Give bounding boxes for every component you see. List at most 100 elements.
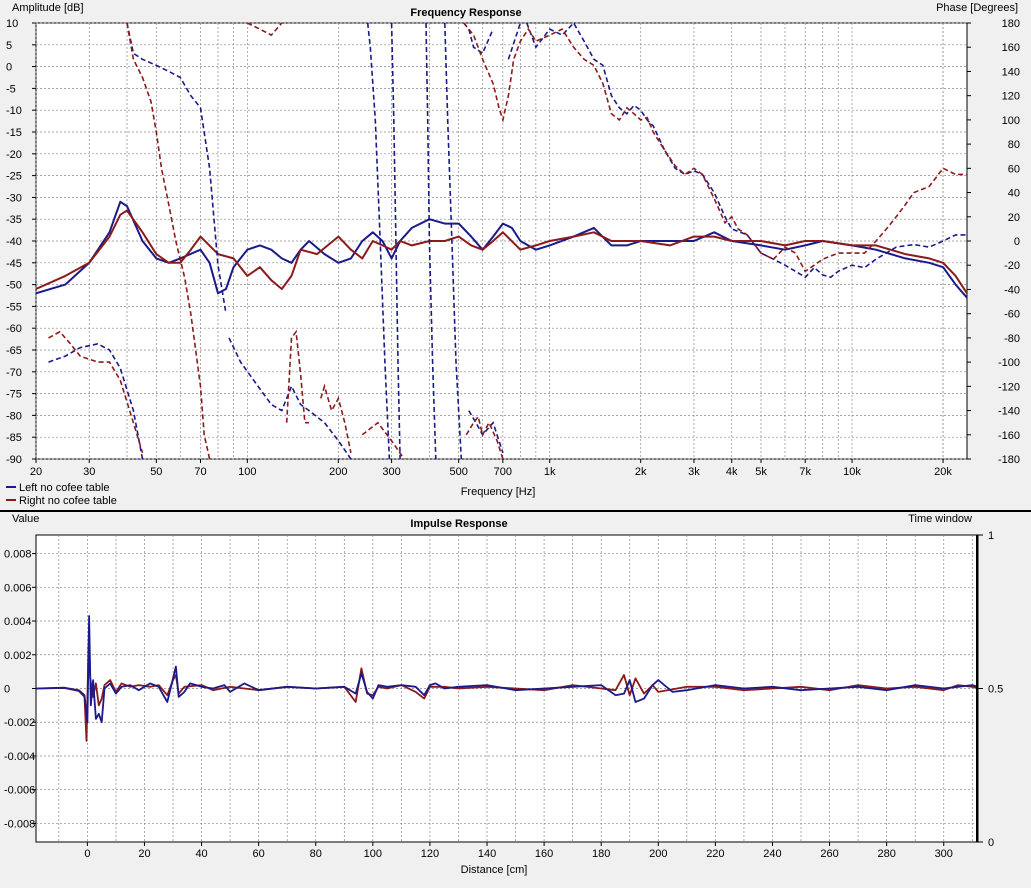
y2-tick-label: -20 xyxy=(1004,260,1020,272)
frequency-response-chart: 1050-5-10-15-20-25-30-35-40-45-50-55-60-… xyxy=(6,2,1020,507)
y2-tick-label: -140 xyxy=(998,406,1020,418)
chart-title: Frequency Response xyxy=(410,7,521,19)
legend-item-label: Left no cofee table xyxy=(19,482,110,494)
impulse-response-chart: 0.008 0.006 0.004 0.002 0 -0.002 -0.004 -0.006 -… xyxy=(4,513,1003,876)
phase-line-3 xyxy=(361,421,405,459)
y-tick-label: 0.002 xyxy=(4,650,32,662)
x-tick-label: 700 xyxy=(494,466,512,478)
phase-line-2 xyxy=(228,337,352,459)
grid-lines xyxy=(35,22,967,460)
x-tick-label: 100 xyxy=(364,848,382,860)
y-tick-label: -15 xyxy=(6,127,22,139)
x-tick-label: 10k xyxy=(843,466,861,478)
y-tick-label: -70 xyxy=(6,367,22,379)
y-tick-label: -35 xyxy=(6,214,22,226)
phase-line-2 xyxy=(48,343,144,459)
phase-line-2 xyxy=(126,23,227,314)
y2-tick-label: -40 xyxy=(1004,284,1020,296)
phase-line-2 xyxy=(507,23,522,60)
magnitude-line-0 xyxy=(36,200,967,299)
y-tick-label: -65 xyxy=(6,345,22,357)
y2-tick-label: 1 xyxy=(988,530,994,542)
series-group xyxy=(36,615,978,742)
x-tick-label: 160 xyxy=(535,848,553,860)
y2-tick-label: -80 xyxy=(1004,333,1020,345)
y-axis-label: Value xyxy=(12,513,39,525)
x-tick-label: 5k xyxy=(755,466,767,478)
y-tick-label: 5 xyxy=(6,40,12,52)
y-tick-label: -45 xyxy=(6,258,22,270)
x-tick-label: 20 xyxy=(138,848,150,860)
x-tick-label: 200 xyxy=(329,466,347,478)
phase-line-3 xyxy=(463,23,967,273)
impulse-line-0 xyxy=(36,615,978,724)
y2-tick-label: 0 xyxy=(988,837,994,849)
phase-line-2 xyxy=(390,23,401,459)
x-axis-label: Distance [cm] xyxy=(461,864,528,876)
chart-title: Impulse Response xyxy=(410,518,507,530)
y2-tick-label: 100 xyxy=(1002,115,1020,127)
y2-tick-label: 80 xyxy=(1008,139,1020,151)
phase-line-2 xyxy=(444,23,463,459)
y2-axis-label: Time window xyxy=(908,513,972,525)
y2-tick-label: -180 xyxy=(998,454,1020,466)
y-tick-label: -0.006 xyxy=(4,785,35,797)
y2-axis-label: Phase [Degrees] xyxy=(936,2,1018,14)
x-tick-label: 300 xyxy=(935,848,953,860)
legend-item-label: Right no cofee table xyxy=(19,495,117,507)
y-tick-label: 0.006 xyxy=(4,582,32,594)
y-tick-label: -20 xyxy=(6,149,22,161)
y-tick-label: 0 xyxy=(6,62,12,74)
x-tick-label: 100 xyxy=(238,466,256,478)
y2-tick-label: 60 xyxy=(1008,163,1020,175)
y2-tick-label: 20 xyxy=(1008,212,1020,224)
x-tick-label: 280 xyxy=(877,848,895,860)
y-tick-label: -25 xyxy=(6,171,22,183)
x-tick-label: 260 xyxy=(820,848,838,860)
y2-tick-label: 160 xyxy=(1002,42,1020,54)
y-tick-label: 10 xyxy=(6,18,18,30)
x-tick-label: 30 xyxy=(83,466,95,478)
phase-line-3 xyxy=(285,329,310,424)
x-tick-label: 4k xyxy=(726,466,738,478)
y-tick-label: -0.008 xyxy=(4,818,35,830)
x-tick-label: 180 xyxy=(592,848,610,860)
y-tick-label: -90 xyxy=(6,454,22,466)
y-tick-label: 0.008 xyxy=(4,549,32,561)
y2-tick-label: -60 xyxy=(1004,309,1020,321)
y2-tick-label: 120 xyxy=(1002,91,1020,103)
y-axis-label: Amplitude [dB] xyxy=(12,2,84,14)
x-tick-label: 60 xyxy=(253,848,265,860)
x-axis-label: Frequency [Hz] xyxy=(461,486,536,498)
x-tick-label: 80 xyxy=(310,848,322,860)
x-tick-label: 200 xyxy=(649,848,667,860)
x-tick-label: 50 xyxy=(150,466,162,478)
phase-line-2 xyxy=(366,23,391,459)
phase-line-3 xyxy=(320,383,352,454)
y2-tick-label: -100 xyxy=(998,357,1020,369)
y2-tick-label: 0.5 xyxy=(988,684,1003,696)
y-tick-label: -0.002 xyxy=(4,717,35,729)
phase-line-3 xyxy=(465,414,504,459)
x-tick-label: 2k xyxy=(635,466,647,478)
phase-line-3 xyxy=(126,23,211,459)
y-tick-label: -80 xyxy=(6,410,22,422)
x-tick-label: 20 xyxy=(30,466,42,478)
x-tick-label: 7k xyxy=(799,466,811,478)
y-tick-label: -75 xyxy=(6,389,22,401)
y-tick-label: -40 xyxy=(6,236,22,248)
x-tick-label: 300 xyxy=(382,466,400,478)
y2-tick-label: -160 xyxy=(998,430,1020,442)
y2-tick-label: 0 xyxy=(1014,236,1020,248)
x-tick-label: 0 xyxy=(84,848,90,860)
y-tick-label: 0.004 xyxy=(4,616,32,628)
x-tick-label: 70 xyxy=(194,466,206,478)
x-tick-label: 240 xyxy=(763,848,781,860)
y2-tick-label: 180 xyxy=(1002,18,1020,30)
y-tick-label: -0.004 xyxy=(4,751,35,763)
x-tick-label: 1k xyxy=(544,466,556,478)
x-tick-label: 220 xyxy=(706,848,724,860)
phase-line-3 xyxy=(246,23,283,37)
